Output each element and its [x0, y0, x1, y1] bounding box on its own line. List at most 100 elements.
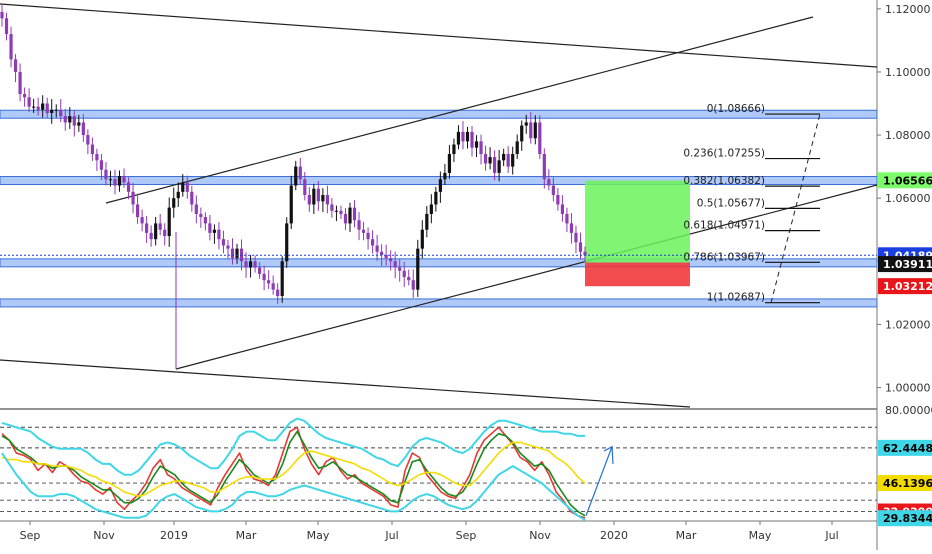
candle-body[interactable]	[86, 135, 90, 145]
osc-value-tag[interactable]	[878, 439, 932, 456]
candle-body[interactable]	[321, 195, 325, 202]
candle-body[interactable]	[556, 195, 560, 205]
candle-body[interactable]	[488, 157, 492, 164]
osc-series-line-3[interactable]	[1, 417, 585, 476]
candle-body[interactable]	[470, 131, 474, 148]
candle-body[interactable]	[276, 289, 280, 296]
candle-body[interactable]	[22, 94, 27, 98]
candle-body[interactable]	[199, 213, 203, 218]
candle-body[interactable]	[380, 251, 384, 255]
candle-body[interactable]	[416, 248, 420, 290]
candle-body[interactable]	[81, 122, 85, 136]
candle-body[interactable]	[560, 204, 565, 214]
candle-body[interactable]	[181, 182, 185, 192]
candle-body[interactable]	[533, 122, 537, 139]
candle-body[interactable]	[334, 210, 339, 212]
candle-body[interactable]	[126, 182, 131, 192]
candle-body[interactable]	[258, 267, 262, 274]
candle-body[interactable]	[538, 122, 542, 154]
candle-body[interactable]	[461, 131, 465, 142]
candle-body[interactable]	[493, 157, 497, 173]
candle-body[interactable]	[361, 229, 366, 233]
candle-body[interactable]	[294, 166, 298, 186]
candle-body[interactable]	[135, 204, 140, 218]
candle-body[interactable]	[95, 153, 99, 161]
candle-body[interactable]	[176, 191, 180, 199]
candle-body[interactable]	[425, 213, 429, 230]
candle-body[interactable]	[140, 217, 144, 224]
oscillator-pane[interactable]	[0, 417, 877, 521]
candle-body[interactable]	[41, 103, 45, 110]
candle-body[interactable]	[0, 11, 4, 19]
candle-body[interactable]	[325, 195, 329, 205]
candle-body[interactable]	[131, 191, 135, 205]
candle-body[interactable]	[511, 153, 515, 167]
candle-body[interactable]	[221, 239, 226, 246]
osc-series-line-0[interactable]	[1, 426, 586, 519]
candle-body[interactable]	[479, 141, 483, 154]
fibonacci-retracement[interactable]: 0(1.08666) 0.236(1.07255) 0.382(1.06382) 0.…	[683, 103, 821, 304]
candle-body[interactable]	[529, 122, 533, 139]
candle-body[interactable]	[9, 34, 13, 60]
candle-body[interactable]	[235, 248, 239, 259]
osc-value-tag[interactable]	[878, 475, 932, 492]
candle-body[interactable]	[262, 273, 266, 281]
candle-body[interactable]	[447, 153, 452, 173]
candle-body[interactable]	[569, 223, 574, 233]
candle-body[interactable]	[244, 261, 248, 268]
candle-body[interactable]	[45, 103, 49, 113]
candle-body[interactable]	[185, 182, 189, 192]
candle-body[interactable]	[285, 223, 289, 262]
candle-body[interactable]	[99, 160, 104, 170]
candle-body[interactable]	[474, 141, 479, 148]
candle-body[interactable]	[429, 204, 433, 214]
profit-target-zone[interactable]	[585, 180, 690, 263]
candle-body[interactable]	[122, 176, 126, 183]
candle-body[interactable]	[72, 116, 76, 126]
trend-line-3[interactable]	[175, 184, 878, 370]
stop-loss-zone[interactable]	[585, 262, 690, 287]
candle-body[interactable]	[145, 223, 149, 233]
candle-body[interactable]	[68, 116, 72, 123]
trend-line-2[interactable]	[105, 16, 814, 204]
trend-line-1[interactable]	[0, 359, 691, 408]
candle-body[interactable]	[303, 179, 307, 196]
candle-body[interactable]	[497, 160, 501, 173]
candle-body[interactable]	[104, 169, 108, 180]
candle-body[interactable]	[443, 172, 447, 180]
candle-body[interactable]	[298, 166, 302, 180]
sr-zone-0[interactable]	[0, 109, 878, 119]
candle-body[interactable]	[217, 229, 221, 240]
price-tag[interactable]	[878, 172, 932, 189]
candle-body[interactable]	[438, 179, 442, 192]
osc-projection-arrow[interactable]	[585, 446, 613, 516]
candle-body[interactable]	[542, 153, 546, 180]
candle-body[interactable]	[203, 217, 207, 224]
candle-body[interactable]	[50, 109, 54, 113]
candle-body[interactable]	[307, 195, 311, 205]
candle-body[interactable]	[398, 267, 402, 271]
candle-body[interactable]	[32, 106, 36, 108]
candle-body[interactable]	[163, 229, 167, 237]
candle-body[interactable]	[357, 220, 361, 230]
candle-body[interactable]	[407, 277, 411, 281]
osc-series-line-1[interactable]	[1, 430, 586, 517]
candle-body[interactable]	[63, 116, 67, 123]
candle-body[interactable]	[339, 210, 343, 214]
candle-body[interactable]	[54, 109, 58, 111]
candle-body[interactable]	[108, 179, 113, 181]
candle-body[interactable]	[149, 232, 153, 240]
candle-body[interactable]	[547, 179, 551, 186]
candle-body[interactable]	[267, 280, 271, 284]
candle-body[interactable]	[172, 198, 176, 208]
candle-body[interactable]	[59, 109, 63, 117]
candle-body[interactable]	[502, 153, 506, 161]
osc-series-line-2[interactable]	[1, 441, 586, 498]
sr-zone-1[interactable]	[0, 175, 878, 185]
candle-body[interactable]	[18, 71, 22, 95]
candle-body[interactable]	[280, 261, 284, 296]
trend-line-0[interactable]	[0, 3, 878, 68]
candle-body[interactable]	[456, 131, 461, 145]
candle-body[interactable]	[154, 223, 158, 240]
candle-body[interactable]	[375, 245, 379, 252]
